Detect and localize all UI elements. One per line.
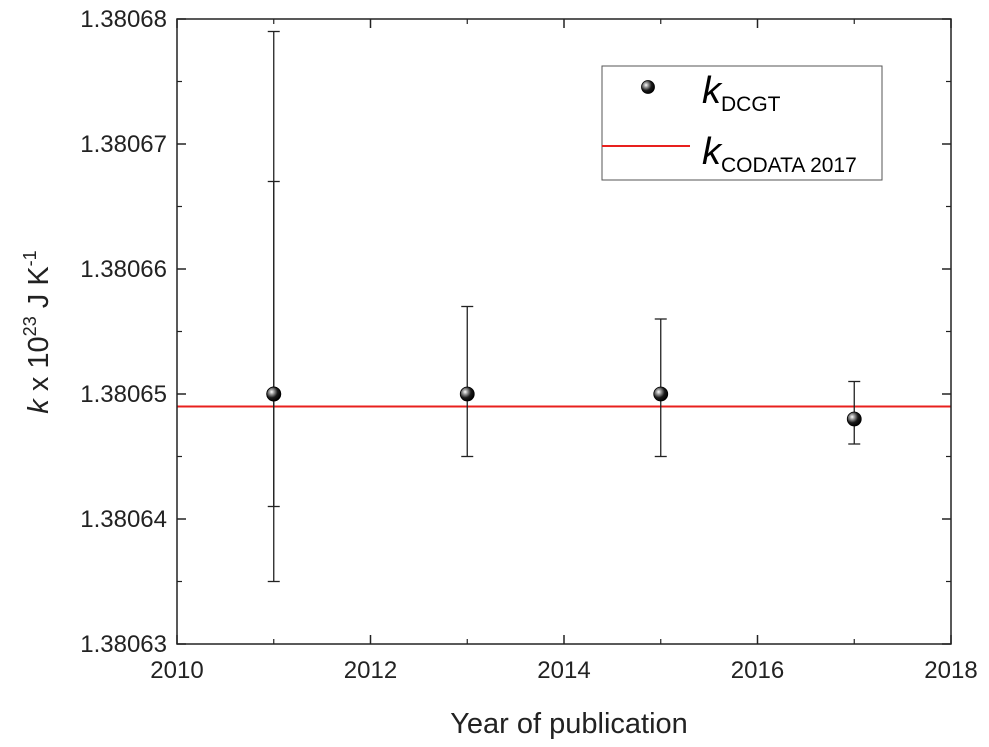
legend: kDCGT kCODATA 2017 — [601, 65, 883, 181]
x-tick-label: 2014 — [537, 657, 590, 684]
legend-marker-dcgt — [641, 80, 655, 94]
dcgt-point-group — [653, 318, 669, 458]
plot-area — [177, 30, 951, 583]
y-tick-label: 1.38065 — [80, 381, 167, 408]
legend-label-codata: kCODATA 2017 — [702, 131, 857, 177]
x-tick-label: 2016 — [731, 657, 784, 684]
y-tick-label: 1.38066 — [80, 256, 167, 283]
y-axis-title-exponent: 23 — [20, 316, 40, 336]
y-tick-label: 1.38067 — [80, 131, 167, 158]
dcgt-point-group — [266, 180, 282, 508]
legend-label-dcgt: kDCGT — [702, 70, 781, 116]
y-tick-label: 1.38068 — [80, 6, 167, 33]
dcgt-point — [846, 411, 862, 427]
y-axis-title-prefix: x 10 — [23, 336, 55, 399]
y-axis-title-unit-exponent: -1 — [20, 250, 40, 266]
y-axis-title-k: k — [23, 398, 55, 414]
dcgt-point-group — [846, 380, 862, 445]
y-axis-title-unit: J K — [23, 266, 55, 317]
dcgt-point-group — [459, 305, 475, 458]
dcgt-point — [653, 386, 669, 402]
x-axis-title: Year of publication — [450, 708, 688, 740]
dcgt-point — [266, 386, 282, 402]
x-tick-label: 2018 — [924, 657, 977, 684]
x-tick-label: 2012 — [344, 657, 397, 684]
plot-frame — [176, 18, 952, 645]
tick-labels: 2010 2012 2014 2016 2018 1.38063 1.38064 1.3806… — [80, 6, 977, 684]
y-tick-label: 1.38063 — [80, 631, 167, 658]
x-tick-label: 2010 — [150, 657, 203, 684]
y-axis-title: k x 1023 J K-1 — [20, 250, 55, 413]
dcgt-point — [459, 386, 475, 402]
y-tick-label: 1.38064 — [80, 506, 167, 533]
